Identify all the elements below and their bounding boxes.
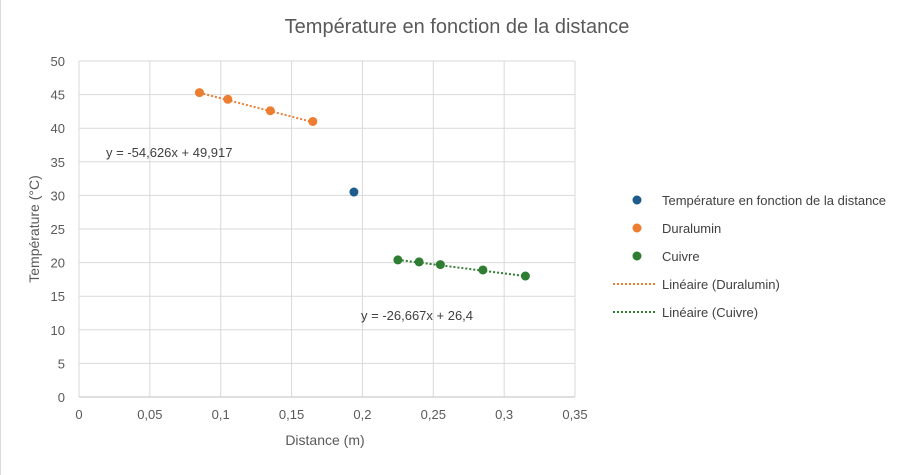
- data-points: [194, 88, 530, 281]
- x-tick-label: 0,25: [421, 407, 446, 422]
- legend-marker-series-0: [632, 195, 642, 205]
- y-tick-label: 30: [51, 188, 65, 203]
- legend-label-trendline-0: Linéaire (Duralumin): [662, 277, 780, 292]
- data-point-series-1: [223, 94, 233, 104]
- data-point-series-2: [435, 260, 445, 270]
- legend-label-series-1: Duralumin: [662, 221, 721, 236]
- y-tick-label: 5: [58, 356, 65, 371]
- y-axis-title: Température (°C): [26, 175, 42, 283]
- y-tick-label: 50: [51, 54, 65, 69]
- legend-marker-series-2: [632, 251, 642, 261]
- y-tick-label: 40: [51, 121, 65, 136]
- legend-label-series-2: Cuivre: [662, 249, 700, 264]
- y-tick-label: 35: [51, 155, 65, 170]
- y-tick-label: 45: [51, 88, 65, 103]
- y-tick-label: 25: [51, 222, 65, 237]
- y-tick-label: 15: [51, 289, 65, 304]
- data-point-series-2: [520, 271, 530, 281]
- legend: Température en fonction de la distance Du…: [613, 193, 886, 320]
- legend-label-trendline-1: Linéaire (Cuivre): [662, 305, 758, 320]
- data-point-series-2: [478, 265, 488, 275]
- data-point-series-2: [414, 257, 424, 267]
- grid: [78, 60, 576, 398]
- data-point-series-1: [194, 88, 204, 98]
- tick-labels: 0 0,05 0,1 0,15 0,2 0,25 0,3 0,35 0 5 10 15 20 25 30 35…: [51, 54, 588, 422]
- data-point-series-2: [393, 255, 403, 265]
- y-tick-label: 20: [51, 256, 65, 271]
- x-tick-label: 0,35: [562, 407, 587, 422]
- legend-label-series-0: Température en fonction de la distance: [662, 193, 886, 208]
- x-axis-title: Distance (m): [285, 432, 364, 448]
- y-tick-label: 0: [58, 390, 65, 405]
- x-tick-label: 0,2: [353, 407, 371, 422]
- trendline-equation-cuivre: y = -26,667x + 26,4: [361, 308, 473, 323]
- x-tick-label: 0,3: [495, 407, 513, 422]
- trendline-0: [199, 91, 314, 124]
- y-tick-label: 10: [51, 323, 65, 338]
- chart-title: Température en fonction de la distance: [285, 16, 630, 38]
- data-point-series-1: [265, 106, 275, 116]
- x-tick-label: 0,15: [279, 407, 304, 422]
- trendline-equation-duralumin: y = -54,626x + 49,917: [106, 145, 232, 160]
- x-tick-label: 0: [75, 407, 82, 422]
- data-point-series-0: [349, 187, 359, 197]
- x-tick-label: 0,1: [212, 407, 230, 422]
- x-tick-label: 0,05: [137, 407, 162, 422]
- data-point-series-1: [308, 116, 318, 126]
- legend-marker-series-1: [632, 223, 642, 233]
